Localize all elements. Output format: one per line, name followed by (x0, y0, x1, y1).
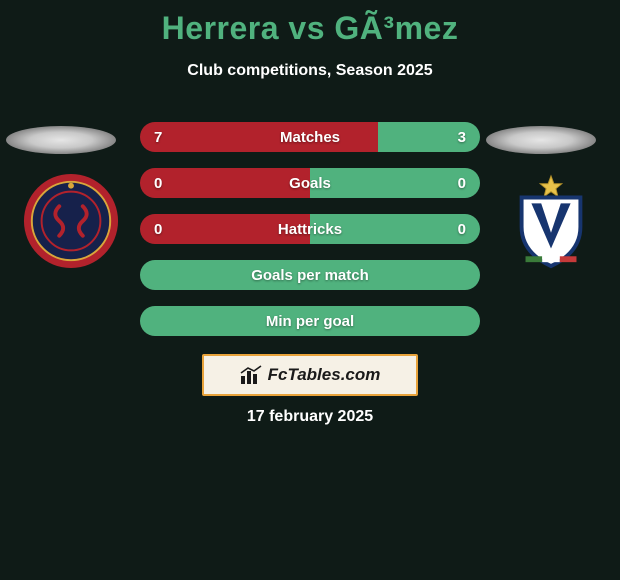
stat-bar: Matches7 3 (140, 122, 480, 152)
stat-bar-value-right: 0 (458, 168, 466, 198)
right-photo-shadow (486, 126, 596, 154)
stat-bar-value-right: 0 (458, 214, 466, 244)
date-label: 17 february 2025 (0, 408, 620, 426)
stat-bar-value-left: 7 (154, 122, 162, 152)
stat-bar: Goals per match (140, 260, 480, 290)
fctables-label: FcTables.com (268, 365, 381, 385)
san-lorenzo-crest-icon (22, 172, 120, 270)
left-club-badge (22, 172, 120, 270)
stat-bar-value-left: 0 (154, 168, 162, 198)
stat-bar-label: Goals (140, 168, 480, 198)
stat-bar-label: Min per goal (140, 306, 480, 336)
bar-chart-icon (240, 365, 262, 385)
page-title: Herrera vs GÃ³mez (0, 10, 620, 47)
comparison-bars: Matches73Goals00Hattricks00Goals per mat… (140, 122, 480, 352)
stat-bar: Goals0 0 (140, 168, 480, 198)
velez-crest-icon (502, 172, 600, 270)
subtitle: Club competitions, Season 2025 (0, 62, 620, 80)
stat-bar: Min per goal (140, 306, 480, 336)
stat-bar-label: Matches (140, 122, 480, 152)
stat-bar-value-right: 3 (458, 122, 466, 152)
stat-bar-label: Hattricks (140, 214, 480, 244)
left-photo-shadow (6, 126, 116, 154)
right-club-badge (502, 172, 600, 270)
stat-bar-value-left: 0 (154, 214, 162, 244)
fctables-watermark: FcTables.com (202, 354, 418, 396)
stat-bar-label: Goals per match (140, 260, 480, 290)
stat-bar: Hattricks0 0 (140, 214, 480, 244)
